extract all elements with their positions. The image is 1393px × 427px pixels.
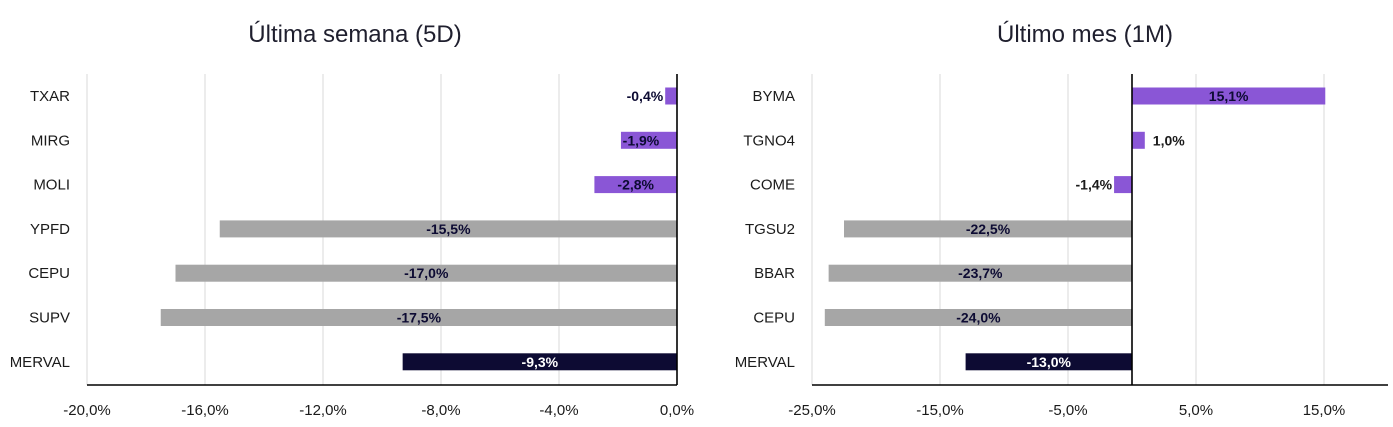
x-tick-label: -20,0% — [63, 402, 111, 419]
chart-title: Última semana (5D) — [248, 21, 461, 48]
chart-5d: Última semana (5D) -20,0% -16,0% -12,0% -8,0… — [10, 21, 694, 419]
x-tick-label: 15,0% — [1303, 402, 1346, 419]
data-label: -9,3% — [522, 354, 559, 370]
x-tick-label: -5,0% — [1048, 402, 1087, 419]
category-label: BBAR — [754, 265, 795, 282]
category-label: TXAR — [30, 88, 70, 105]
data-label: -23,7% — [958, 265, 1003, 281]
chart-title: Último mes (1M) — [997, 21, 1173, 48]
x-tick-label: -15,0% — [916, 402, 964, 419]
bar — [402, 353, 677, 371]
x-tick-label: -25,0% — [788, 402, 836, 419]
x-tick-label: -8,0% — [421, 402, 460, 419]
bar — [1114, 176, 1132, 194]
data-label: -17,5% — [397, 310, 442, 326]
category-label: COME — [750, 177, 795, 194]
data-label: 1,0% — [1153, 132, 1185, 148]
data-label: -1,4% — [1076, 177, 1113, 193]
data-label: -24,0% — [956, 310, 1001, 326]
category-label: YPFD — [30, 221, 70, 238]
x-tick-label: -4,0% — [539, 402, 578, 419]
bar — [175, 264, 677, 282]
category-label: MERVAL — [10, 354, 70, 371]
category-label: MERVAL — [735, 354, 795, 371]
x-tick-label: 5,0% — [1179, 402, 1213, 419]
bar — [1132, 87, 1326, 105]
data-label: -2,8% — [617, 177, 654, 193]
category-label: TGNO4 — [743, 132, 795, 149]
data-label: -13,0% — [1027, 354, 1072, 370]
bar — [160, 309, 677, 326]
bar — [620, 131, 677, 149]
category-label: TGSU2 — [745, 221, 795, 238]
data-label: 15,1% — [1209, 88, 1249, 104]
category-label: MOLI — [33, 177, 70, 194]
bar — [219, 220, 677, 238]
category-label: BYMA — [752, 88, 795, 105]
bar — [828, 264, 1132, 282]
data-label: -17,0% — [404, 265, 449, 281]
bar — [665, 87, 677, 105]
category-label: CEPU — [28, 265, 70, 282]
bar — [594, 176, 677, 194]
bar — [824, 309, 1132, 326]
x-tick-label: -12,0% — [299, 402, 347, 419]
data-label: -22,5% — [966, 221, 1011, 237]
data-label: -1,9% — [623, 132, 660, 148]
chart-1m: Último mes (1M) -25,0% -15,0% -5,0% 5,0% 15,0… — [735, 21, 1388, 419]
x-tick-label: -16,0% — [181, 402, 229, 419]
category-label: SUPV — [29, 310, 70, 327]
x-tick-label: 0,0% — [660, 402, 694, 419]
category-label: CEPU — [753, 310, 795, 327]
bar — [844, 220, 1132, 238]
category-label: MIRG — [31, 132, 70, 149]
bar — [965, 353, 1132, 371]
data-label: -15,5% — [426, 221, 471, 237]
data-label: -0,4% — [627, 88, 664, 104]
bar — [1132, 131, 1145, 149]
